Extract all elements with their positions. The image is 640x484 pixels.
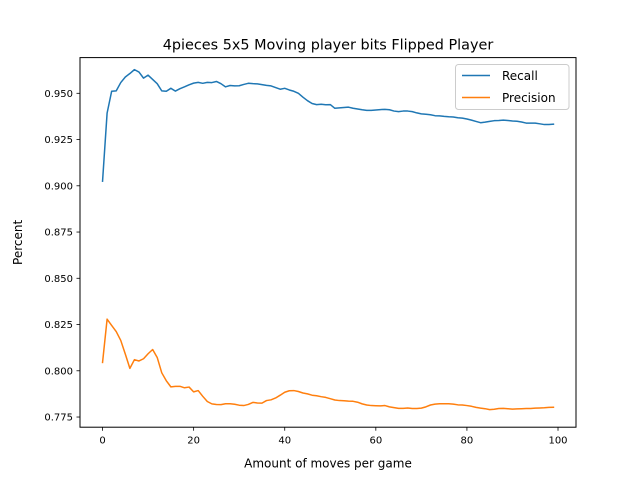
series-layer <box>101 68 555 411</box>
y-tick-label: 0.900 <box>44 181 73 192</box>
y-axis-ticks: 0.775 0.800 0.825 0.850 0.875 0.900 0.925 0.950 <box>44 89 80 424</box>
legend: Recall Precision <box>455 64 570 110</box>
y-tick-label: 0.925 <box>44 135 73 146</box>
y-tick-label: 0.875 <box>44 228 73 239</box>
legend-label-precision: Precision <box>502 91 556 105</box>
y-tick-label: 0.850 <box>44 274 73 285</box>
series-line-precision <box>101 318 555 411</box>
x-tick-label: 40 <box>278 436 291 447</box>
x-axis-label: Amount of moves per game <box>244 457 412 471</box>
x-tick-label: 80 <box>461 436 474 447</box>
series-line-recall <box>101 68 555 182</box>
x-tick-label: 20 <box>187 436 200 447</box>
y-tick-label: 0.950 <box>44 89 73 100</box>
x-tick-label: 100 <box>548 436 567 447</box>
x-tick-label: 60 <box>369 436 382 447</box>
y-tick-label: 0.775 <box>44 413 73 424</box>
y-tick-label: 0.800 <box>44 366 73 377</box>
x-tick-label: 0 <box>99 436 105 447</box>
x-axis-ticks: 0 20 40 60 80 100 <box>99 427 568 447</box>
plot-frame <box>79 57 577 428</box>
y-tick-label: 0.825 <box>44 320 73 331</box>
y-axis-label: Percent <box>11 220 25 265</box>
legend-label-recall: Recall <box>502 69 538 83</box>
chart-title: 4pieces 5x5 Moving player bits Flipped P… <box>163 38 494 54</box>
